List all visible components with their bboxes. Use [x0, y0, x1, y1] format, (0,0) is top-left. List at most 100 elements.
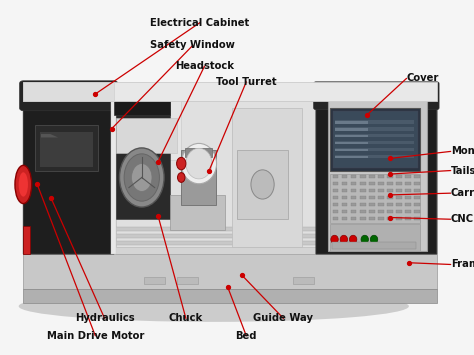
Ellipse shape — [15, 165, 32, 203]
Bar — [333, 189, 338, 192]
Bar — [336, 120, 414, 124]
Bar — [369, 182, 374, 185]
Bar — [116, 234, 320, 239]
Bar — [378, 217, 383, 220]
Bar — [336, 142, 368, 144]
Bar — [23, 82, 437, 101]
Bar — [378, 182, 383, 185]
Bar — [414, 189, 420, 192]
Bar — [336, 155, 414, 158]
Bar — [414, 217, 420, 220]
Bar — [414, 196, 420, 199]
Bar — [414, 182, 420, 185]
Bar — [336, 148, 414, 152]
Bar — [387, 217, 393, 220]
Ellipse shape — [18, 172, 28, 197]
Ellipse shape — [18, 290, 409, 322]
Ellipse shape — [177, 157, 186, 170]
Bar — [396, 217, 402, 220]
Polygon shape — [41, 134, 58, 137]
Bar — [116, 101, 320, 247]
Ellipse shape — [251, 170, 274, 199]
Ellipse shape — [181, 143, 217, 184]
Bar — [405, 203, 411, 206]
Bar — [414, 175, 420, 178]
Bar — [330, 224, 420, 251]
Ellipse shape — [119, 148, 164, 207]
Bar — [369, 189, 374, 192]
Bar — [114, 87, 181, 160]
Bar — [369, 203, 374, 206]
Bar — [336, 128, 368, 131]
Bar — [170, 195, 226, 230]
Text: Tailstock: Tailstock — [451, 165, 474, 175]
Ellipse shape — [186, 148, 212, 179]
Bar — [360, 175, 365, 178]
Bar — [351, 203, 356, 206]
Bar — [336, 135, 368, 137]
Bar — [35, 125, 98, 170]
Text: Tool Turret: Tool Turret — [216, 77, 277, 87]
Bar — [351, 210, 356, 213]
Bar — [333, 196, 338, 199]
Bar — [332, 242, 416, 249]
Bar — [336, 134, 414, 137]
Bar — [116, 227, 320, 231]
Bar — [144, 277, 165, 284]
FancyBboxPatch shape — [314, 82, 439, 110]
Text: Hydraulics: Hydraulics — [75, 313, 135, 323]
Bar — [237, 150, 288, 219]
Bar — [405, 175, 411, 178]
Bar — [333, 210, 338, 213]
Bar — [387, 210, 393, 213]
Bar — [351, 175, 356, 178]
Bar — [342, 182, 347, 185]
Bar — [378, 203, 383, 206]
FancyBboxPatch shape — [19, 81, 118, 111]
Bar — [396, 175, 402, 178]
Bar — [360, 210, 365, 213]
Ellipse shape — [331, 235, 338, 244]
Text: Frame: Frame — [451, 260, 474, 269]
Bar — [405, 217, 411, 220]
Bar — [369, 196, 374, 199]
Bar — [333, 111, 418, 168]
Bar — [405, 182, 411, 185]
Bar — [378, 175, 383, 178]
Text: Electrical Cabinet: Electrical Cabinet — [150, 18, 249, 28]
Ellipse shape — [178, 173, 185, 182]
Polygon shape — [23, 82, 114, 101]
Bar — [177, 277, 198, 284]
Bar — [414, 210, 420, 213]
Ellipse shape — [349, 235, 357, 244]
Bar — [293, 277, 314, 284]
Bar — [330, 108, 420, 170]
Bar — [333, 203, 338, 206]
Polygon shape — [23, 289, 437, 303]
Bar — [333, 217, 338, 220]
Bar — [396, 203, 402, 206]
Bar — [396, 196, 402, 199]
Bar — [23, 87, 437, 254]
Bar — [360, 217, 365, 220]
Bar — [387, 182, 393, 185]
Bar — [333, 182, 338, 185]
Text: Safety Window: Safety Window — [150, 40, 235, 50]
Bar — [405, 189, 411, 192]
Bar — [369, 217, 374, 220]
Bar — [378, 189, 383, 192]
Text: Headstock: Headstock — [175, 61, 234, 71]
Ellipse shape — [124, 154, 159, 201]
Bar — [116, 241, 320, 245]
Bar — [351, 182, 356, 185]
Bar — [369, 175, 374, 178]
Bar — [351, 196, 356, 199]
Text: Guide Way: Guide Way — [254, 313, 313, 323]
Bar — [185, 148, 212, 157]
Bar — [232, 108, 302, 247]
Bar — [360, 189, 365, 192]
Bar — [110, 87, 116, 254]
Bar — [336, 127, 414, 131]
Text: Monitor: Monitor — [451, 146, 474, 157]
Bar — [378, 210, 383, 213]
